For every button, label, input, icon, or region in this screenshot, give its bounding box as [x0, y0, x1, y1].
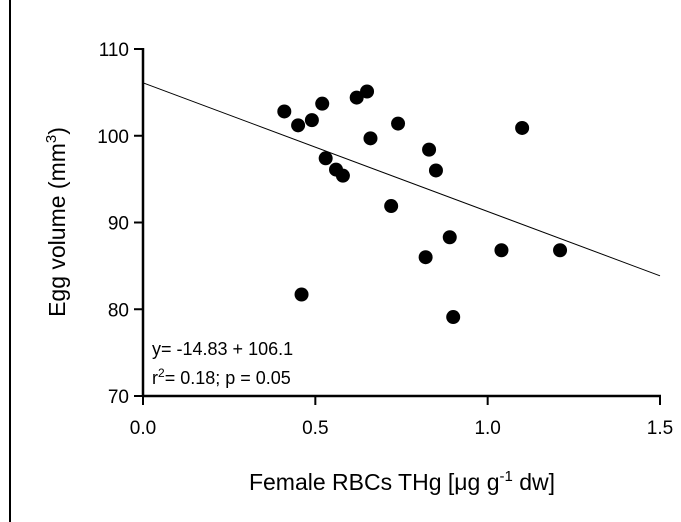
x-tick-label: 0.5: [302, 418, 328, 439]
y-axis-title-sup: 3: [43, 135, 60, 143]
data-point: [349, 90, 364, 105]
data-point: [391, 116, 406, 131]
data-point: [294, 287, 309, 302]
data-point: [553, 243, 568, 258]
regression-line: [142, 82, 661, 277]
x-tick-label: 1.5: [647, 418, 673, 439]
data-point: [277, 104, 292, 119]
data-point: [318, 151, 333, 166]
data-point: [335, 168, 350, 183]
y-axis-title-end: ): [44, 127, 70, 135]
x-axis-ticks: 0.0 0.5 1.0 1.5: [130, 396, 673, 439]
data-point: [422, 142, 437, 157]
regression-stats-r: r: [152, 368, 158, 388]
x-axis-title-sup: -1: [500, 468, 513, 485]
data-point: [384, 199, 399, 214]
plot-area: 0.0 0.5 1.0 1.5 70 80 90 100 110: [97, 40, 673, 439]
data-point: [515, 120, 530, 135]
panel-border-line: [9, 0, 11, 522]
x-axis-title: Female RBCs THg [μg g-1 dw]: [249, 468, 555, 495]
x-tick-label: 1.0: [474, 418, 500, 439]
y-axis-ticks: 70 80 90 100 110: [97, 40, 143, 408]
data-point: [315, 96, 330, 111]
y-tick-label: 90: [108, 214, 129, 235]
data-point: [428, 163, 443, 178]
data-points: [277, 84, 568, 325]
data-point: [446, 310, 461, 325]
regression-equation: y= -14.83 + 106.1: [152, 339, 293, 359]
data-point: [442, 230, 457, 245]
y-tick-label: 110: [99, 40, 129, 61]
regression-stats-rest: = 0.18; p = 0.05: [165, 368, 291, 388]
y-tick-label: 100: [97, 127, 129, 148]
y-axis-title: Egg volume (mm3): [43, 127, 70, 317]
data-point: [418, 250, 433, 265]
regression-stats: r2= 0.18; p = 0.05: [152, 366, 291, 388]
y-tick-label: 70: [108, 387, 129, 408]
y-tick-label: 80: [108, 300, 129, 321]
regression-stats-sup: 2: [158, 366, 165, 380]
y-axis-title-main: Egg volume (mm: [44, 143, 70, 317]
x-axis-title-main: Female RBCs THg [μg g: [249, 469, 500, 495]
x-tick-label: 0.0: [130, 418, 156, 439]
x-axis-title-end: dw]: [513, 469, 555, 495]
data-point: [291, 118, 306, 133]
data-point: [363, 131, 378, 146]
data-point: [360, 84, 375, 99]
data-point: [494, 243, 509, 258]
data-point: [304, 113, 319, 128]
